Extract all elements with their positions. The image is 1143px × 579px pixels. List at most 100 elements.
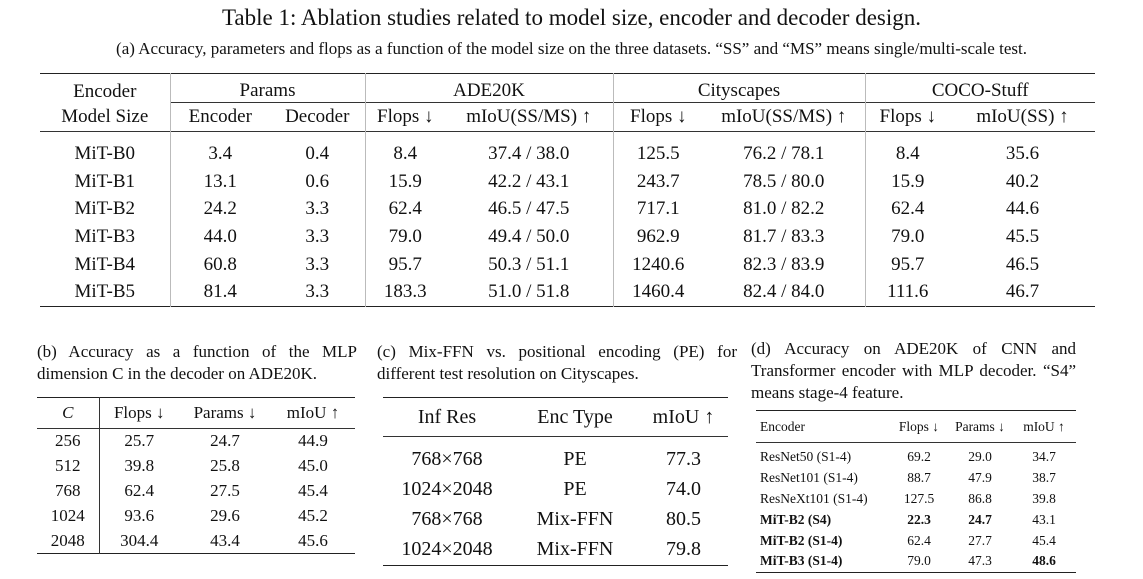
header-coco-stuff: COCO-Stuff — [864, 73, 1095, 103]
cell: 43.4 — [210, 531, 240, 550]
cell: 79.0 — [364, 223, 445, 251]
table-row: 768 62.4 27.5 45.4 — [37, 478, 355, 504]
cell: ResNet101 (S1-4) — [760, 470, 858, 486]
table-row: MiT-B2 (S4) 22.3 24.7 43.1 — [756, 509, 1076, 530]
cell: 768×768 — [411, 508, 483, 531]
cell: 82.3 / 83.9 — [743, 253, 825, 275]
table-row: 1024 93.6 29.6 45.2 — [37, 503, 355, 529]
cell: 44.6 — [1005, 198, 1040, 220]
cell: 1024×2048 — [401, 538, 493, 561]
cell: 25.7 — [124, 431, 155, 451]
table-c-caption: (c) Mix-FFN vs. positional encoding (PE)… — [377, 342, 737, 383]
cell: 78.5 / 80.0 — [743, 170, 825, 192]
cell: 3.4 — [169, 140, 270, 168]
cell: 24.2 — [169, 195, 270, 224]
cell: 13.1 — [169, 167, 270, 196]
header-ade20k: ADE20K — [364, 73, 613, 103]
cell: ResNeXt101 (S1-4) — [760, 490, 868, 506]
cell: 304.4 — [120, 531, 159, 550]
cell: 3.3 — [305, 225, 330, 247]
cell: MiT-B2 (S1-4) — [760, 532, 843, 548]
cell: 15.9 — [364, 167, 445, 196]
cell: 48.6 — [1032, 553, 1056, 569]
cell: 80.5 — [666, 508, 701, 531]
table-row: 256 25.7 24.7 44.9 — [37, 428, 355, 454]
cell: 46.7 — [1005, 281, 1040, 303]
cell: 82.4 / 84.0 — [743, 281, 825, 303]
cell: 44.9 — [298, 431, 328, 451]
cell: 46.5 / 47.5 — [488, 198, 570, 220]
cell: 74.0 — [666, 478, 701, 501]
cell: 77.3 — [666, 448, 701, 471]
table-c: Inf Res Enc Type mIoU ↑ 768×768 PE 77.3 10… — [383, 397, 728, 566]
cell: 47.3 — [968, 553, 992, 569]
cell: 45.6 — [298, 531, 328, 550]
header-params: Params ↓ — [955, 418, 1005, 434]
cell: 45.4 — [298, 481, 328, 501]
header-sub: Decoder — [270, 102, 365, 132]
cell: Mix-FFN — [536, 538, 614, 561]
header-cityscapes: Cityscapes — [612, 73, 865, 103]
cell: 79.8 — [666, 538, 701, 561]
cell: MiT-B5 — [74, 281, 136, 303]
table-row: 512 39.8 25.8 45.0 — [37, 453, 355, 479]
cell: 39.8 — [1032, 490, 1056, 506]
cell: 29.0 — [968, 449, 992, 465]
cell: 25.8 — [210, 456, 240, 476]
cell: 15.9 — [864, 167, 950, 196]
header-sub: Flops ↓ — [864, 102, 950, 132]
cell: 38.7 — [1032, 470, 1056, 486]
cell: 24.7 — [210, 431, 240, 451]
header-sub: Flops ↓ — [612, 102, 703, 132]
cell: 79.0 — [907, 553, 931, 569]
header-sub: mIoU(SS/MS) ↑ — [445, 102, 613, 132]
cell: MiT-B3 — [74, 225, 136, 247]
table-row: 1024×2048 PE 74.0 — [383, 475, 728, 505]
cell: 24.7 — [968, 511, 992, 527]
header-sub: mIoU(SS) ↑ — [950, 102, 1095, 132]
table-row: 2048 304.4 43.4 45.6 — [37, 528, 355, 554]
header-params: Params — [169, 73, 365, 103]
cell: 768 — [37, 478, 100, 504]
table-row: 1024×2048 Mix-FFN 79.8 — [383, 535, 728, 566]
table-b: C Flops ↓ Params ↓ mIoU ↑ 256 25.7 24.7 44.… — [37, 397, 355, 554]
header-sub: Encoder — [169, 102, 270, 132]
cell: 27.5 — [210, 481, 240, 501]
table-row: MiT-B0 3.4 0.4 8.4 37.4 / 38.0 125.5 76.2 / … — [40, 140, 1095, 168]
cell: 81.0 / 82.2 — [743, 198, 825, 220]
cell: 512 — [37, 453, 100, 479]
header-flops: Flops ↓ — [898, 418, 940, 434]
cell: 27.7 — [968, 532, 992, 548]
cell: 95.7 — [864, 250, 950, 279]
table-row: 768×768 Mix-FFN 80.5 — [383, 505, 728, 535]
cell: 95.7 — [364, 250, 445, 279]
header-miou: mIoU ↑ — [286, 403, 340, 422]
cell: 29.6 — [210, 506, 240, 526]
cell: 22.3 — [907, 511, 931, 527]
cell: 1024×2048 — [401, 478, 493, 501]
cell: 3.3 — [305, 253, 330, 275]
header-inf-res: Inf Res — [417, 405, 477, 428]
cell: 93.6 — [124, 506, 155, 526]
header-sub: mIoU(SS/MS) ↑ — [703, 102, 865, 132]
header-flops: Flops ↓ — [113, 403, 165, 422]
table-d: Encoder Flops ↓ Params ↓ mIoU ↑ ResNet50… — [756, 410, 1076, 573]
cell: 49.4 / 50.0 — [488, 225, 570, 247]
header-params: Params ↓ — [193, 403, 257, 422]
cell: 81.7 / 83.3 — [743, 225, 825, 247]
cell: 62.4 — [864, 195, 950, 224]
header-enc-type: Enc Type — [537, 405, 613, 428]
cell: 243.7 — [612, 167, 703, 196]
cell: 8.4 — [864, 140, 950, 168]
header-encoder: Encoder — [73, 80, 137, 102]
cell: 39.8 — [124, 456, 155, 476]
cell: MiT-B2 (S4) — [760, 511, 832, 527]
cell: Mix-FFN — [536, 508, 614, 531]
cell: 1024 — [37, 503, 100, 529]
table-row: ResNet50 (S1-4) 69.2 29.0 34.7 — [756, 447, 1076, 468]
cell: 45.5 — [1005, 225, 1040, 247]
cell: 50.3 / 51.1 — [488, 253, 570, 275]
cell: 3.3 — [305, 281, 330, 303]
cell: ResNet50 (S1-4) — [760, 449, 852, 465]
cell: MiT-B0 — [74, 142, 136, 164]
